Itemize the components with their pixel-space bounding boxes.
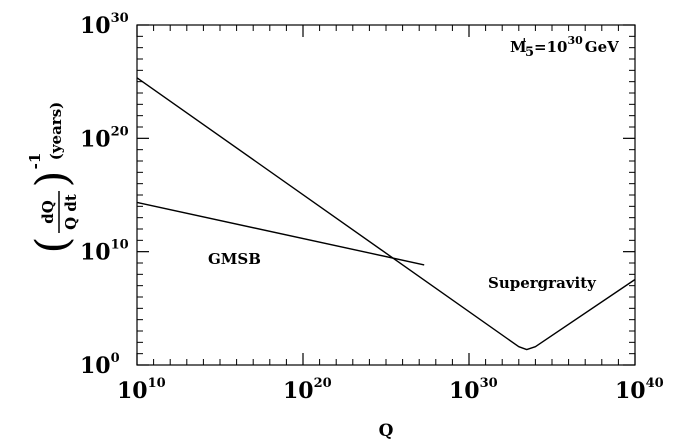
mass-annotation-eq: =10 bbox=[534, 38, 567, 56]
series-line-supergravity bbox=[136, 77, 636, 351]
x-tick-label: 1020 bbox=[283, 376, 332, 404]
y-label-right-paren: ) bbox=[27, 170, 78, 187]
x-axis-label: Q bbox=[379, 421, 394, 441]
series-layer bbox=[136, 77, 636, 351]
mass-annotation-exp: 30 bbox=[567, 34, 583, 47]
y-tick-label: 1010 bbox=[80, 238, 129, 266]
tick-marks bbox=[136, 24, 636, 366]
plot-frame bbox=[136, 24, 636, 366]
mass-annotation-unit: GeV bbox=[585, 38, 619, 56]
y-label-numerator: dQ bbox=[39, 200, 57, 224]
y-label-denominator: Q dt bbox=[62, 194, 80, 230]
y-label-left-paren: ( bbox=[27, 236, 78, 253]
series-label-supergravity: Supergravity bbox=[488, 274, 597, 292]
x-tick-label: 1030 bbox=[449, 376, 498, 404]
y-tick-label: 100 bbox=[80, 351, 120, 379]
series-label-gmsb: GMSB bbox=[208, 250, 261, 268]
mass-annotation-sub: 5 bbox=[525, 45, 534, 60]
y-axis-label: ( dQ Q dt ) -1 (years) bbox=[26, 102, 80, 254]
y-tick-label: 1030 bbox=[80, 11, 129, 39]
x-tick-label: 1010 bbox=[117, 376, 166, 404]
mass-annotation-m: M bbox=[510, 38, 527, 56]
y-label-exponent: -1 bbox=[26, 153, 44, 170]
mass-annotation-prime: ' bbox=[523, 36, 526, 49]
mass-annotation: M'5=1030 GeV bbox=[510, 34, 619, 60]
series-line-gmsb bbox=[136, 201, 425, 266]
x-tick-label: 1040 bbox=[615, 376, 664, 404]
y-label-units: (years) bbox=[47, 102, 65, 161]
y-tick-label: 1020 bbox=[80, 124, 129, 152]
